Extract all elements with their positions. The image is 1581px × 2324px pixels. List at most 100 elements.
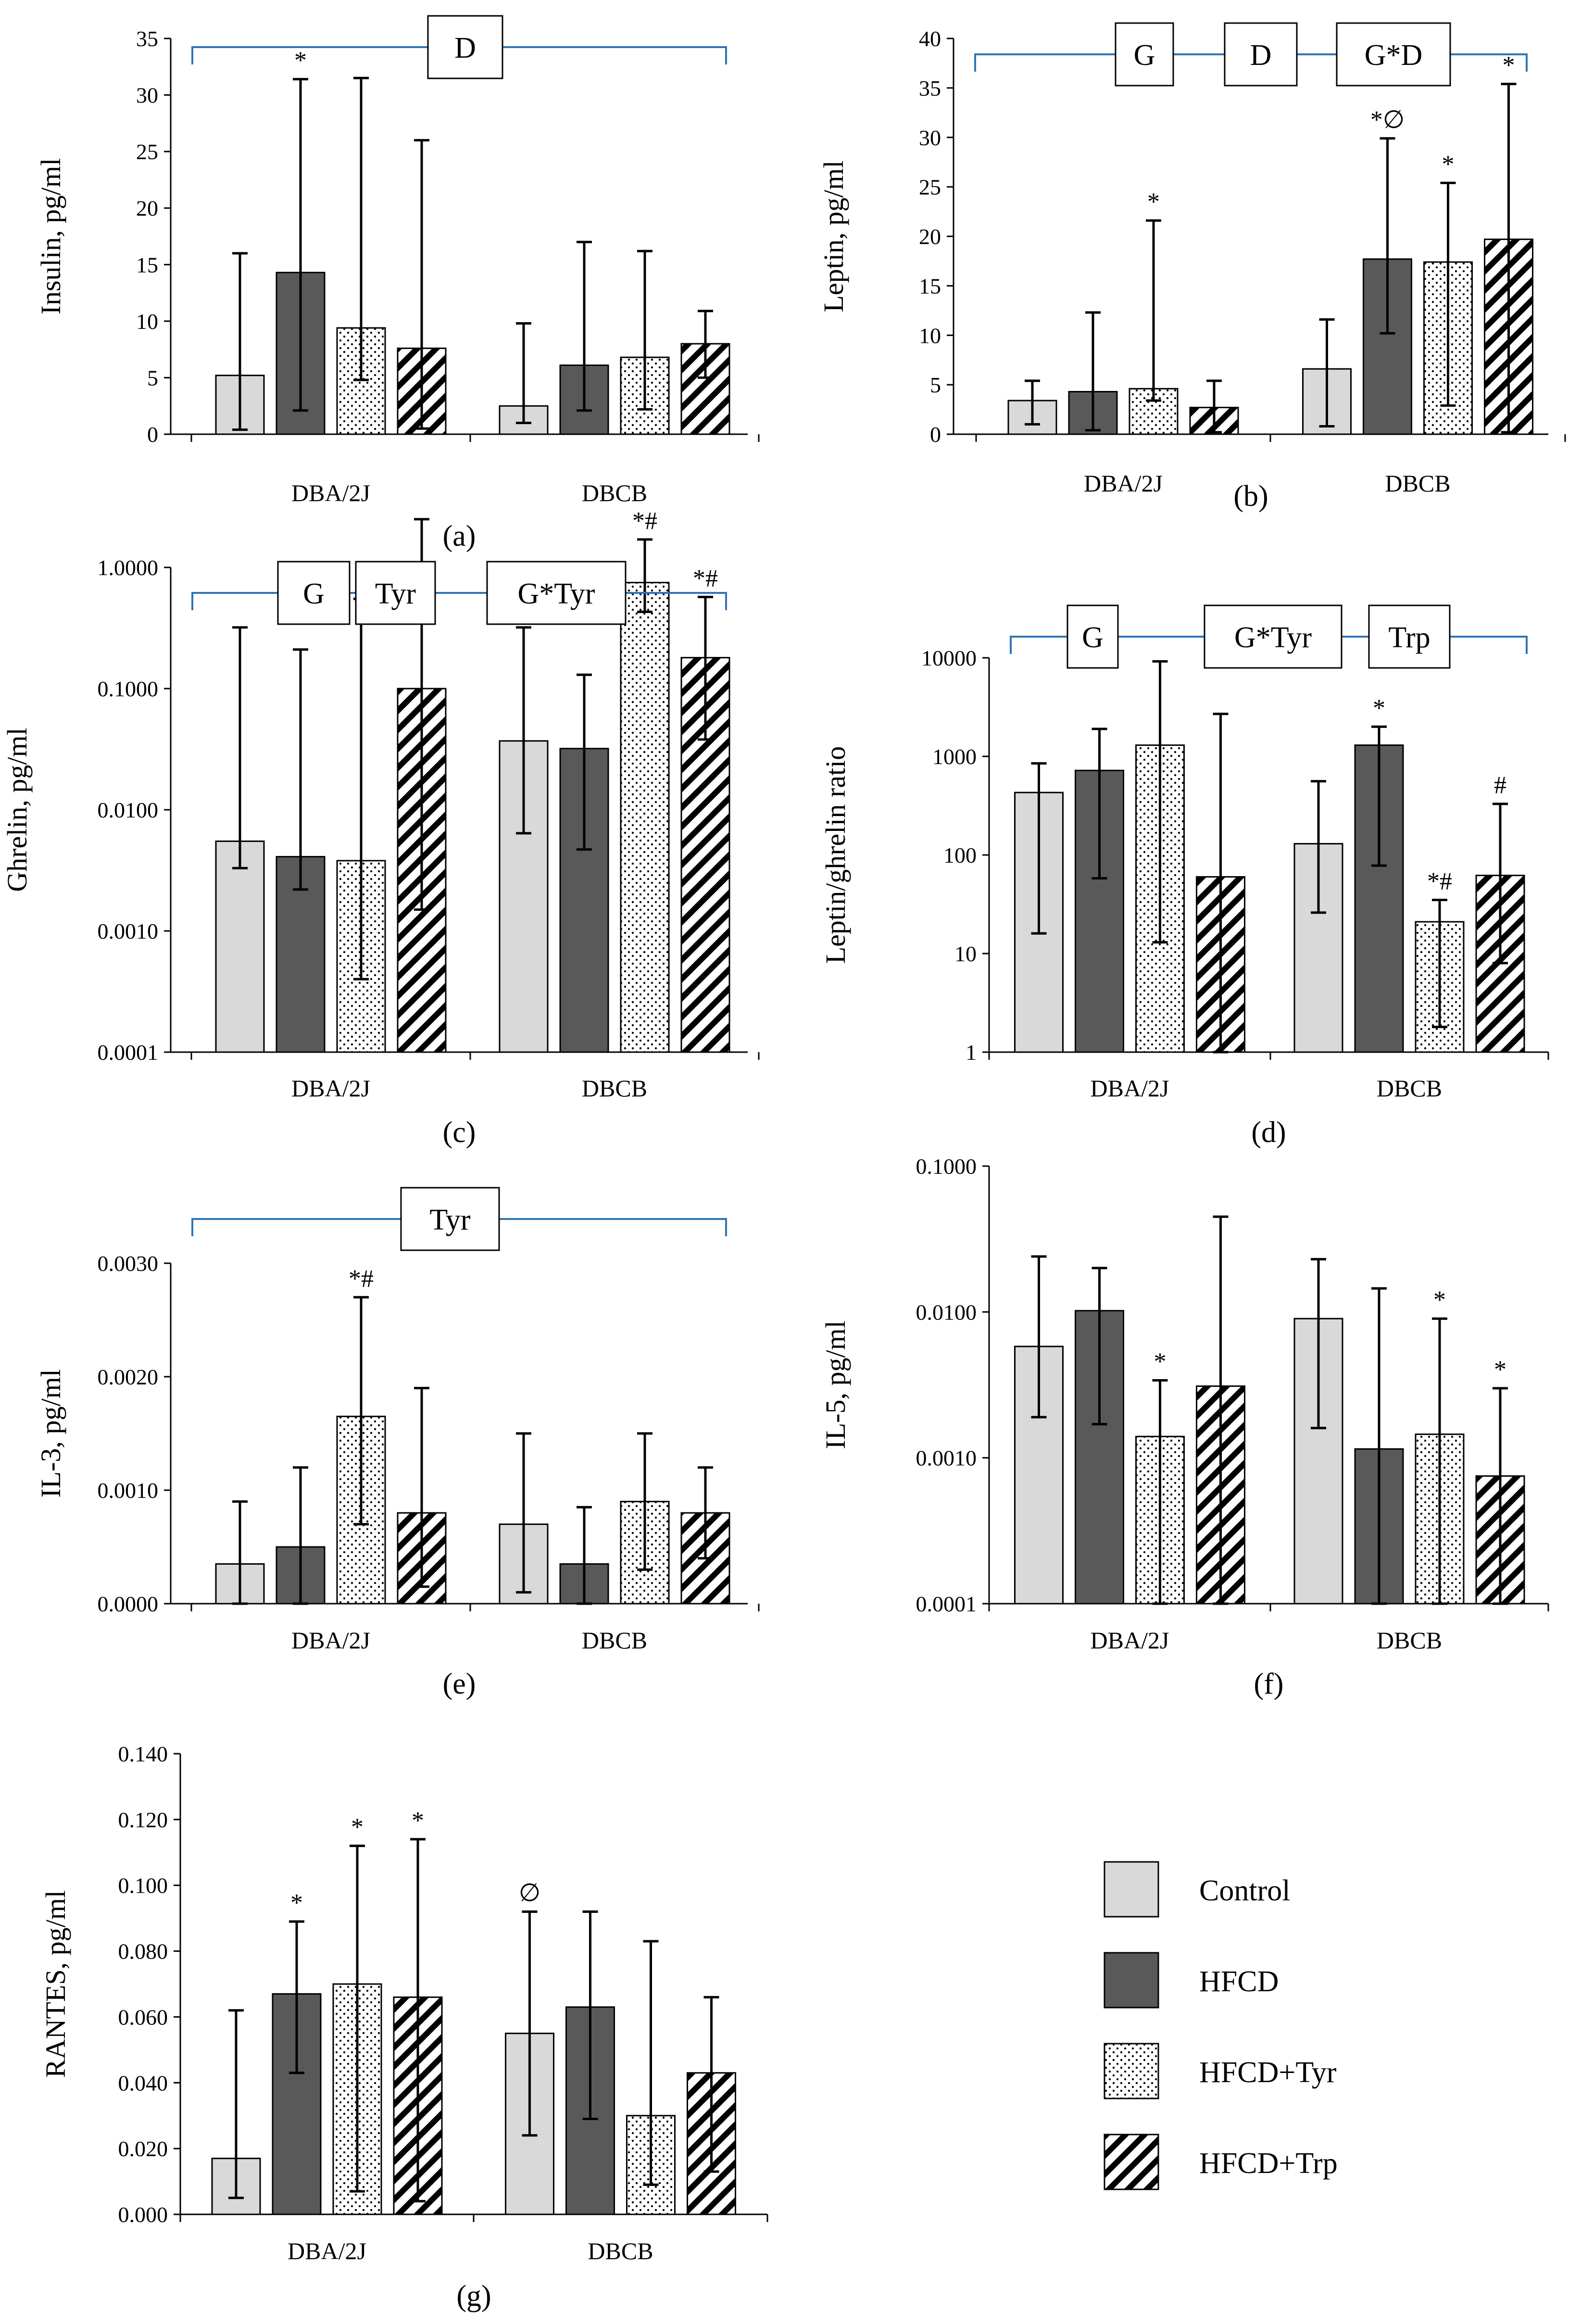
panel-label: (c) [443,1116,476,1149]
y-tick-label: 35 [919,76,941,100]
y-tick-label: 0.020 [118,2136,168,2161]
significance-mark: * [1433,1286,1446,1314]
legend: Control HFCD HFCD+Tyr HFCD+Trp [1104,1861,1338,2190]
legend-label: HFCD [1199,1965,1279,1998]
significance-mark: * [1442,151,1455,178]
legend-label: HFCD+Trp [1199,2147,1338,2180]
effect-label: G [303,578,325,610]
y-tick-label: 0.080 [118,1939,168,1964]
y-tick-label: 0.0010 [98,919,159,943]
legend-swatch-hfcd [1104,1952,1159,2009]
significance-mark: *# [693,565,718,592]
panel-label: (f) [1254,1668,1284,1700]
effect-label: Tyr [375,578,416,610]
effect-label: G*D [1365,39,1423,72]
y-tick-label: 0.120 [118,1808,168,1832]
significance-mark: *# [1427,867,1452,895]
y-tick-label: 25 [136,139,158,164]
effect-box [277,561,351,625]
y-axis-label: Insulin, pg/ml [35,158,66,314]
significance-mark: # [1494,772,1506,799]
significance-mark: * [290,1889,303,1917]
y-axis-label: IL-5, pg/ml [820,1320,851,1449]
effect-box [355,561,436,625]
x-category-label: DBCB [588,2237,653,2264]
y-tick-label: 0.0030 [98,1251,159,1276]
x-category-label: DBCB [1377,1627,1442,1654]
chart-panel-f: 0.0001 0.0010 0.0100 0.1000 IL-5, pg/ml DBA/2… [820,1154,1549,1700]
y-axis-label: Ghrelin, pg/ml [1,728,33,892]
panel-label: (a) [443,520,476,553]
y-tick-label: 5 [147,365,158,390]
significance-mark: * [412,1807,424,1834]
significance-mark: *# [632,507,657,535]
effect-label: Trp [1388,621,1430,654]
y-tick-label: 10 [136,309,158,334]
chart-panel-c: 0.0001 0.0010 0.0100 0.1000 1.0000 Ghrelin, p… [1,507,760,1149]
y-tick-label: 1.0000 [98,555,159,580]
y-tick-label: 0.0001 [916,1592,977,1616]
y-tick-label: 0.100 [118,1873,168,1898]
effect-label: G [1082,621,1104,654]
x-category-label: DBA/2J [291,1075,370,1102]
significance-mark: * [1373,694,1385,722]
y-tick-label: 10000 [921,646,977,670]
effect-label: D [454,32,476,64]
effect-box [1336,22,1451,87]
legend-swatch-hfcd-trp [1104,2134,1159,2190]
x-category-label: DBCB [582,1627,647,1654]
y-tick-label: 1 [966,1040,977,1065]
y-tick-label: 10 [919,323,941,348]
chart-panel-e: 0.0000 0.0010 0.0020 0.0030 IL-3, pg/ml DBA/2… [35,1187,760,1700]
significance-mark: * [1147,188,1160,216]
effect-label: G*Tyr [1234,621,1312,654]
effect-label: D [1250,39,1272,72]
effect-bracket [191,592,727,610]
y-axis-label: Leptin, pg/ml [818,161,849,313]
y-tick-label: 5 [930,373,941,397]
chart-panel-d: 1 10 100 1000 10000 Leptin/ghrelin ratio DBA/2… [820,604,1549,1149]
chart-panel-b: 0 5 10 15 20 25 30 35 40 Leptin, pg/ml DBA/2J * DBCB… [818,22,1566,513]
y-tick-label: 0.000 [118,2202,168,2227]
chart-panel-g: 0.000 0.020 0.040 0.060 0.080 0.100 0.120 0.140… [40,1742,768,2312]
y-tick-label: 15 [136,252,158,277]
y-axis-label: Leptin/ghrelin ratio [820,746,851,964]
x-category-label: DBA/2J [1091,1627,1169,1654]
panel-label: (d) [1251,1116,1286,1149]
y-tick-label: 0.1000 [916,1154,977,1179]
y-tick-label: 0 [930,422,941,447]
y-tick-label: 0.0001 [98,1040,159,1065]
significance-mark: * [294,47,307,75]
y-tick-label: 0.0010 [98,1478,159,1503]
y-tick-label: 40 [919,26,941,51]
y-tick-label: 0.0000 [98,1592,159,1616]
legend-swatch-control [1104,1861,1159,1918]
y-tick-label: 0.0020 [98,1365,159,1389]
y-tick-label: 20 [919,225,941,249]
y-tick-label: 1000 [932,744,977,769]
effect-box [1204,604,1343,669]
legend-swatch-hfcd-tyr [1104,2043,1159,2099]
y-tick-label: 0.0100 [98,798,159,822]
legend-label: HFCD+Tyr [1199,2056,1337,2089]
y-tick-label: 35 [136,26,158,51]
significance-mark: * [1503,52,1515,79]
panel-label: (e) [443,1668,476,1700]
y-tick-label: 0 [147,422,158,447]
effect-label: G [1134,39,1155,72]
x-category-label: DBCB [1377,1075,1442,1102]
chart-panel-a: 0 5 10 15 20 25 30 35 Insulin, pg/ml DBA/2J * DBCB D… [35,15,760,553]
effect-box [427,15,503,79]
effect-label: Tyr [429,1204,471,1236]
effect-box [486,561,627,625]
y-tick-label: 0.040 [118,2071,168,2095]
y-tick-label: 15 [919,274,941,298]
x-category-label: DBCB [582,1075,647,1102]
effect-box [1067,604,1119,669]
x-category-label: DBA/2J [291,1627,370,1654]
y-tick-label: 0.140 [118,1742,168,1766]
panel-label: (b) [1233,480,1268,513]
significance-mark: *∅ [1370,106,1405,134]
x-category-label: DBCB [582,479,647,506]
